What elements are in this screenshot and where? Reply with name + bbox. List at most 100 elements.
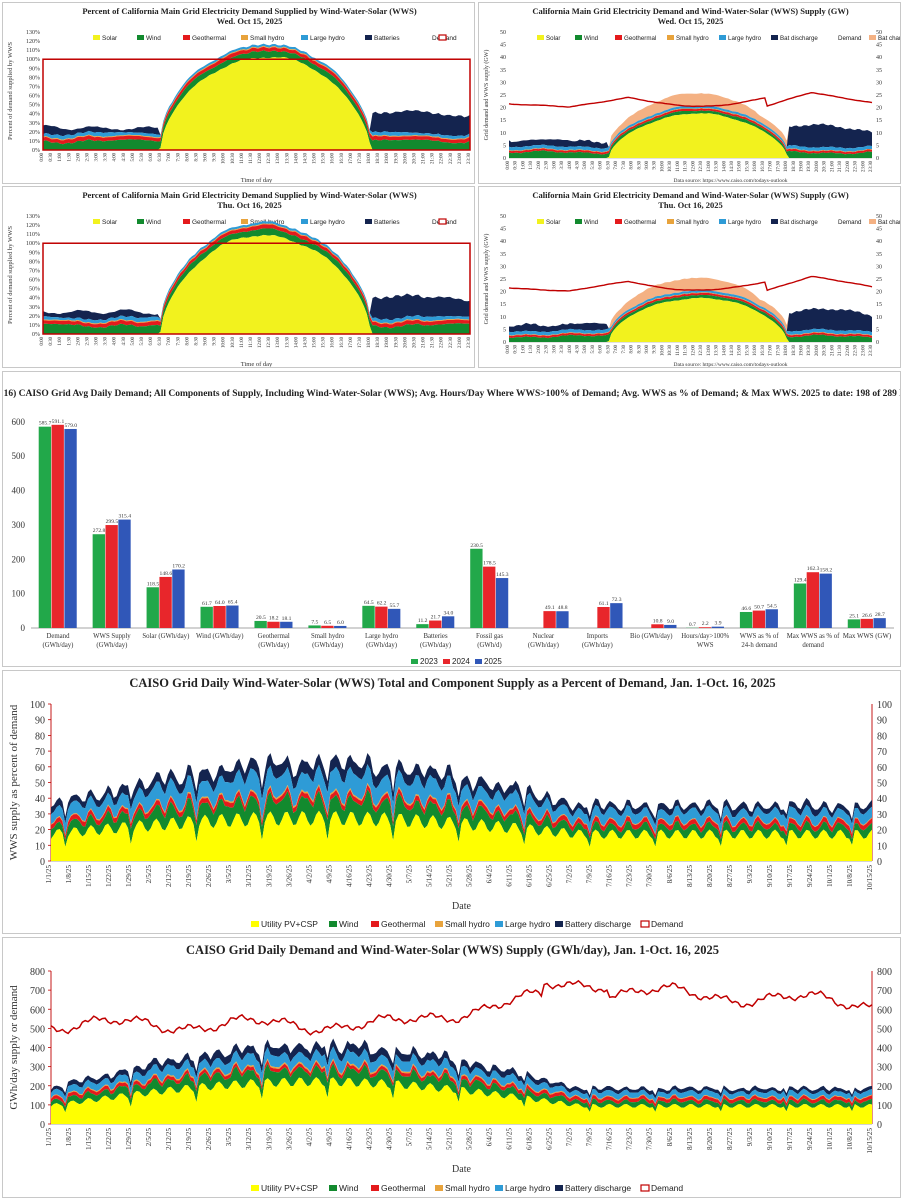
x-tick-label: 3:00 (95, 152, 100, 161)
chart-title: California Main Grid Electricity Demand … (532, 190, 848, 200)
x-tick-label: 2/19/25 (185, 1128, 193, 1150)
bar (334, 625, 347, 628)
x-tick-label: 23:30 (467, 336, 472, 348)
y-tick-label: 10 (500, 131, 506, 137)
legend-label: Geothermal (381, 919, 426, 929)
x-tick-label: 4/23/25 (365, 1128, 373, 1150)
legend-label: Geothermal (381, 1183, 426, 1193)
x-tick-label: 20:00 (815, 344, 820, 356)
legend-swatch-icon (640, 920, 650, 928)
legend-label: Large hydro (505, 1183, 551, 1193)
legend-label: Bat charge (878, 35, 901, 42)
legend-label: Small hydro (445, 1183, 490, 1193)
x-tick-label: 2/12/25 (165, 1128, 173, 1150)
x-tick-label: 5:30 (140, 152, 145, 161)
x-tick-label: 7/2/25 (566, 1128, 574, 1147)
y-tick-label: 35 (500, 68, 506, 74)
x-tick-label: 20:00 (403, 336, 408, 348)
x-tick-label: 10/15/25 (866, 865, 874, 891)
x-tick-label: 9/10/25 (766, 1128, 774, 1150)
y-tick-label-right: 700 (877, 986, 892, 997)
chart-title: California Main Grid Electricity Demand … (532, 6, 848, 16)
y-tick-label: 40 (35, 794, 45, 805)
x-tick-label: 19:30 (394, 336, 399, 348)
legend-swatch-icon (495, 921, 503, 927)
category-label: Large hydro (365, 633, 399, 640)
panel-daily-percent: CAISO Grid Daily Wind-Water-Solar (WWS) … (2, 670, 901, 934)
y-tick-label-right: 50 (877, 779, 887, 790)
bar-value-label: 9.0 (667, 619, 674, 625)
x-tick-label: 1/1/25 (45, 865, 53, 884)
legend-swatch-icon (301, 35, 308, 40)
x-tick-label: 8/6/25 (666, 865, 674, 884)
y-axis-label: WWS supply as percent of demand (8, 704, 20, 860)
x-tick-label: 17:00 (769, 160, 774, 172)
legend-swatch-icon (365, 35, 372, 40)
x-tick-label: 17:30 (358, 152, 363, 164)
x-tick-label: 4:00 (113, 152, 118, 161)
x-tick-label: 0:30 (514, 160, 519, 169)
bar-value-label: 579.0 (65, 423, 78, 429)
x-tick-label: 7:30 (622, 344, 627, 353)
y-tick-label: 30 (35, 810, 45, 821)
x-tick-label: 14:30 (303, 336, 308, 348)
legend-swatch-icon (435, 1185, 443, 1191)
x-tick-label: 4/9/25 (325, 865, 333, 884)
chart-title: CAISO Grid Daily Wind-Water-Solar (WWS) … (129, 676, 775, 690)
x-tick-label: 4:30 (122, 336, 127, 345)
bar (308, 625, 321, 628)
category-label: (GWh/day) (312, 642, 343, 649)
x-tick-label: 15:30 (322, 336, 327, 348)
chart-title: CAISO Grid Daily Demand and Wind-Water-S… (186, 943, 719, 957)
x-tick-label: 18:30 (792, 160, 797, 172)
x-tick-label: 8/27/25 (726, 1128, 734, 1150)
chart-pct-oct15: Percent of California Main Grid Electric… (7, 6, 472, 183)
legend-label: Wind (339, 919, 359, 929)
y-tick-label-right: 20 (877, 826, 887, 837)
y-tick-label-right: 70 (877, 747, 887, 758)
legend-swatch-icon (719, 219, 726, 224)
x-tick-label: 3/19/25 (265, 865, 273, 887)
x-tick-label: 1:00 (521, 344, 526, 353)
x-tick-label: 6/18/25 (526, 865, 534, 887)
x-tick-label: 21:30 (838, 344, 843, 356)
bar-value-label: 585.7 (39, 421, 52, 427)
x-tick-label: 9/17/25 (786, 865, 794, 887)
x-tick-label: 11:30 (249, 336, 254, 347)
x-tick-label: 4/2/25 (305, 865, 313, 884)
y-tick-label-right: 25 (876, 277, 882, 283)
x-tick-label: 5/7/25 (405, 865, 413, 884)
x-tick-label: 1:00 (521, 160, 526, 169)
x-tick-label: 6/18/25 (526, 1128, 534, 1150)
bar (597, 606, 610, 628)
bar-value-label: 10.8 (653, 618, 663, 624)
large-hydro-area (509, 290, 872, 336)
x-tick-label: 1/15/25 (85, 865, 93, 887)
x-tick-label: 8:00 (630, 344, 635, 353)
x-tick-label: 16:00 (331, 336, 336, 348)
legend-swatch-icon (615, 219, 622, 224)
y-tick-label: 50 (500, 30, 506, 36)
bar (556, 611, 569, 628)
geothermal-area (509, 108, 872, 155)
x-tick-label: 13:30 (715, 344, 720, 356)
legend-swatch-icon (371, 921, 379, 927)
chart-pct-oct16: Percent of California Main Grid Electric… (7, 190, 472, 367)
x-tick-label: 11:00 (676, 160, 681, 171)
x-tick-label: 22:30 (854, 344, 859, 356)
x-tick-label: 0:30 (514, 344, 519, 353)
x-tick-label: 21:00 (422, 336, 427, 348)
chart-subtitle: Wed. Oct 15, 2025 (658, 16, 724, 26)
x-tick-label: 4/30/25 (385, 1128, 393, 1150)
bar (711, 626, 724, 628)
y-tick-label: 500 (30, 1024, 45, 1035)
bar-value-label: 18.1 (282, 616, 292, 622)
chart-title: Percent of California Main Grid Electric… (82, 190, 416, 200)
x-tick-label: 15:00 (313, 336, 318, 348)
x-tick-label: 3:30 (560, 160, 565, 169)
bar-value-label: 61.1 (599, 601, 609, 607)
x-tick-label: 14:00 (722, 160, 727, 172)
x-tick-label: 20:30 (823, 344, 828, 356)
x-tick-label: 4/9/25 (325, 1128, 333, 1147)
y-tick-label: 50 (35, 779, 45, 790)
